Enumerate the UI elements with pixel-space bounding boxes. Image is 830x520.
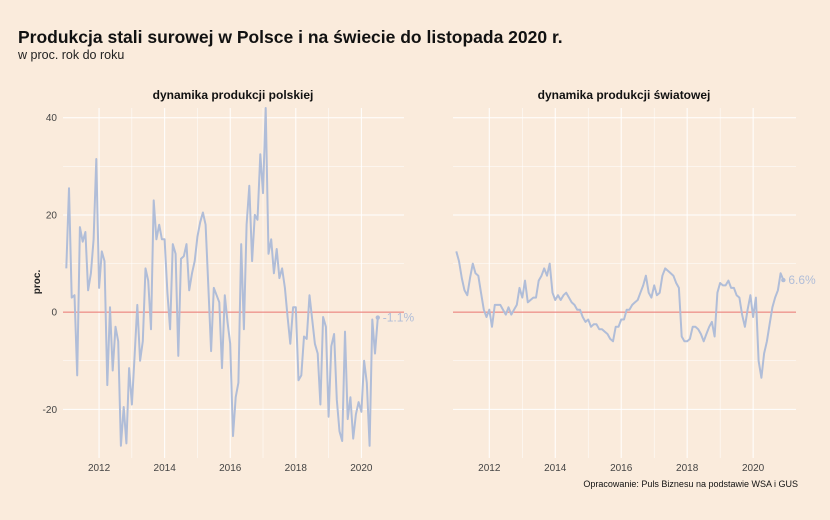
x-tick-label: 2016: [219, 463, 242, 474]
x-tick-label: 2014: [544, 463, 567, 474]
x-tick-label: 2020: [742, 463, 765, 474]
series-end-point: [375, 315, 380, 320]
end-label-polish: -1.1%: [383, 311, 415, 325]
x-tick-label: 2018: [285, 463, 308, 474]
y-axis-label: proc.: [32, 270, 43, 295]
facet-title-world: dynamika produkcji światowej: [538, 88, 711, 102]
series-line: [455, 251, 785, 379]
facet-title-polish: dynamika produkcji polskiej: [153, 88, 314, 102]
series-end-point: [781, 277, 786, 283]
panel-polish-production: dynamika produkcji polskiej 2012 2014 2016…: [43, 88, 415, 474]
chart-subtitle: w proc. rok do roku: [18, 48, 125, 62]
chart-caption: Opracowanie: Puls Biznesu na podstawie W…: [583, 479, 798, 489]
panel-world-production: dynamika produkcji światowej 2012 2014 201…: [453, 88, 816, 474]
y-tick-label: 40: [46, 113, 58, 124]
panel-background: [63, 108, 404, 458]
x-tick-label: 2012: [478, 463, 501, 474]
y-tick-label: 0: [51, 308, 57, 319]
series-line: [65, 107, 379, 447]
y-tick-label: -20: [43, 405, 58, 416]
y-tick-label: 20: [46, 210, 58, 221]
x-tick-label: 2020: [350, 463, 373, 474]
panel-background: [453, 108, 796, 458]
chart-title: Produkcja stali surowej w Polsce i na św…: [18, 27, 563, 47]
x-tick-label: 2014: [154, 463, 177, 474]
x-tick-label: 2018: [676, 463, 699, 474]
x-tick-label: 2012: [88, 463, 111, 474]
x-tick-label: 2016: [610, 463, 633, 474]
end-label-world: 6.6%: [788, 273, 816, 287]
